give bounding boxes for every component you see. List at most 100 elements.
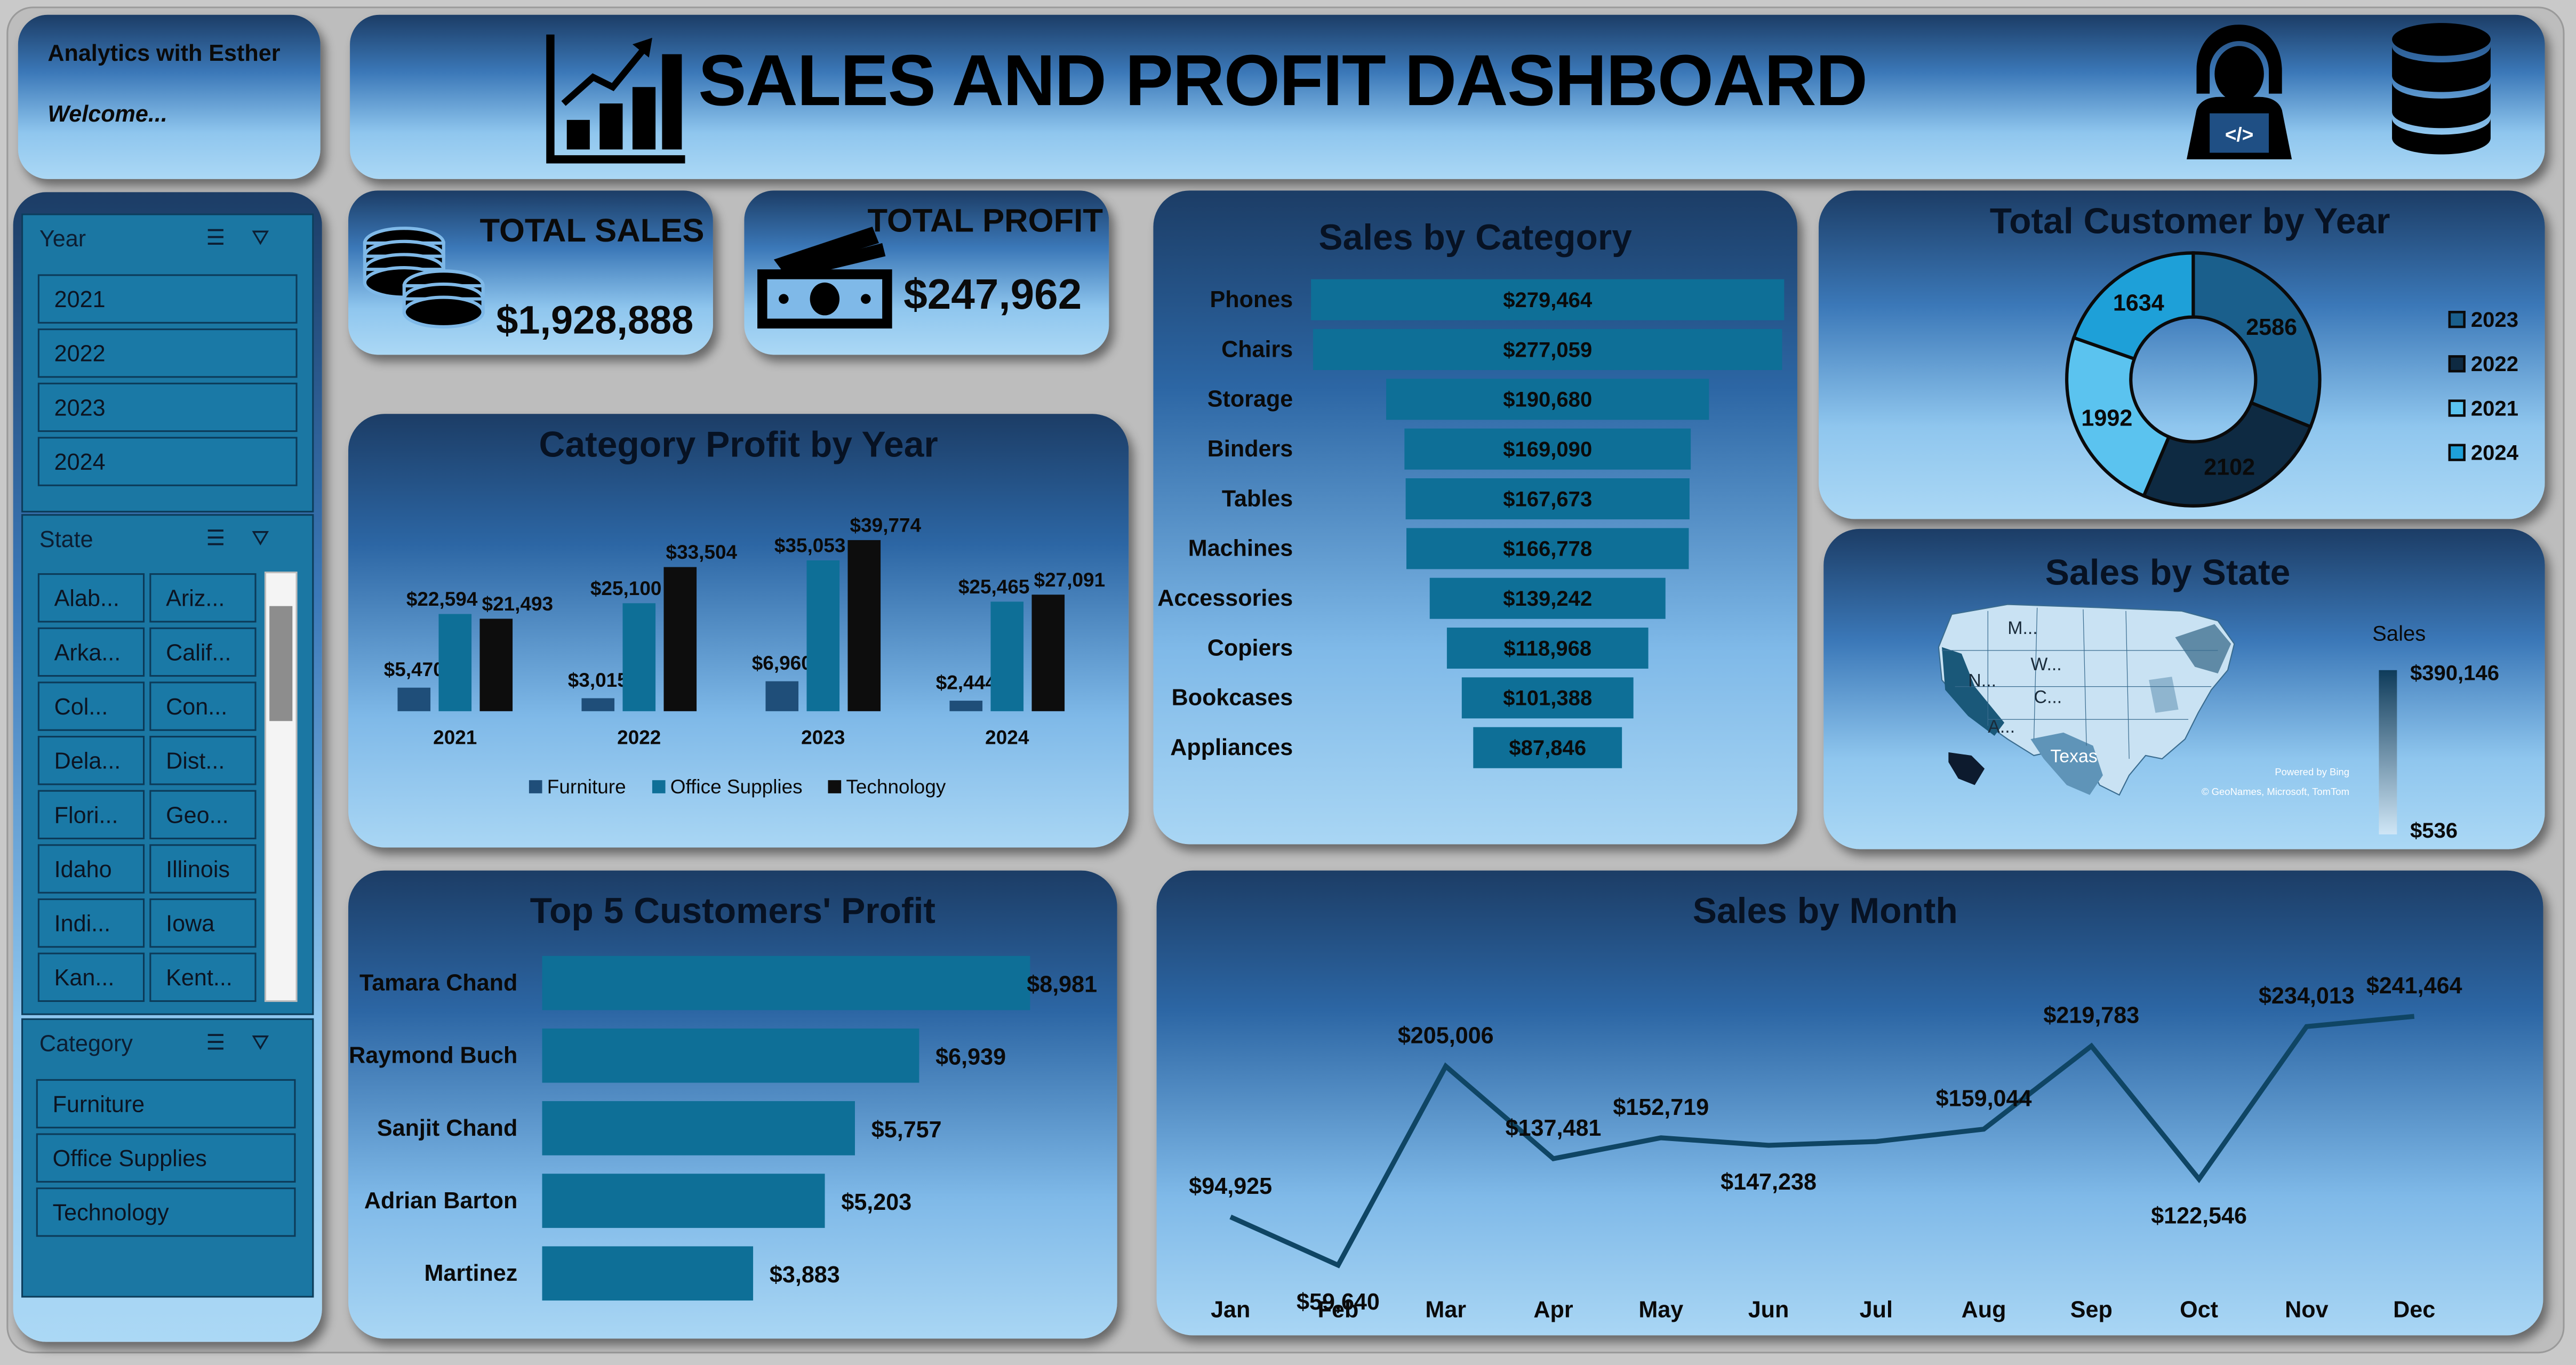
customer-bar xyxy=(542,1246,754,1301)
data-label: $27,091 xyxy=(1034,569,1106,591)
x-tick-label: 2024 xyxy=(985,726,1029,748)
customer-name: Martinez xyxy=(424,1260,517,1286)
year-item-2024[interactable]: 2024 xyxy=(37,437,298,486)
data-label: $59,640 xyxy=(1297,1289,1380,1315)
year-slicer-actions: ☰⛛ xyxy=(206,225,295,251)
donut-slice xyxy=(2071,251,2195,361)
multiselect-icon[interactable]: ☰ xyxy=(206,525,252,550)
multiselect-icon[interactable]: ☰ xyxy=(206,225,252,250)
state-scrollbar[interactable] xyxy=(264,571,298,1002)
clear-filter-icon[interactable]: ⛛ xyxy=(251,1030,296,1055)
customer-bar xyxy=(542,1174,825,1228)
year-item-2021[interactable]: 2021 xyxy=(37,274,298,324)
category-item-technology[interactable]: Technology xyxy=(36,1187,296,1237)
legend-swatch xyxy=(2448,399,2466,417)
welcome-text: Welcome... xyxy=(47,100,167,127)
page-title: SALES AND PROFIT DASHBOARD xyxy=(698,41,1868,122)
state-item[interactable]: Arka... xyxy=(37,627,145,677)
data-label: $87,846 xyxy=(1509,736,1586,760)
data-label: $6,960 xyxy=(752,652,812,674)
month-label: Nov xyxy=(2285,1297,2328,1322)
state-item[interactable]: Iowa xyxy=(149,898,257,948)
state-item[interactable]: Con... xyxy=(149,681,257,731)
x-tick-label: 2021 xyxy=(433,726,477,748)
funnel-bar xyxy=(1446,628,1649,669)
us-map[interactable]: M... W... N... C... A... Texas Powered b… xyxy=(1823,529,2545,849)
category-label: Tables xyxy=(1222,486,1293,511)
state-item[interactable]: Dela... xyxy=(37,736,145,785)
clear-filter-icon[interactable]: ⛛ xyxy=(251,525,296,550)
x-tick-label: 2023 xyxy=(801,726,845,748)
state-item[interactable]: Indi... xyxy=(37,898,145,948)
month-label: Sep xyxy=(2070,1297,2113,1322)
month-label: Aug xyxy=(1962,1297,2006,1322)
bar-chart-growth-icon xyxy=(546,34,685,164)
year-item-2022[interactable]: 2022 xyxy=(37,328,298,378)
state-item[interactable]: Geo... xyxy=(149,790,257,840)
data-label: $219,783 xyxy=(2043,1003,2139,1029)
data-label: $8,981 xyxy=(1027,972,1097,998)
map-legend-title: Sales xyxy=(2372,621,2426,646)
legend-label: 2023 xyxy=(2471,308,2518,332)
customer-bar xyxy=(542,956,1030,1010)
data-label: $25,100 xyxy=(590,577,662,599)
data-label: $6,939 xyxy=(935,1045,1006,1070)
data-label: $5,757 xyxy=(871,1117,942,1143)
month-label: May xyxy=(1638,1297,1683,1322)
slice-label: 1634 xyxy=(2113,291,2164,316)
state-item[interactable]: Illinois xyxy=(149,844,257,894)
state-item[interactable]: Calif... xyxy=(149,627,257,677)
category-item-furniture[interactable]: Furniture xyxy=(36,1079,296,1129)
data-label: $25,465 xyxy=(958,576,1030,598)
legend-label: 2022 xyxy=(2471,352,2518,376)
state-slicer-actions: ☰⛛ xyxy=(206,526,295,552)
donut-slice xyxy=(2141,400,2313,508)
total-sales-label: TOTAL SALES xyxy=(479,213,705,250)
state-item[interactable]: Alab... xyxy=(37,573,145,623)
customer-by-year-chart: 2586 2102 1992 1634 2023 2022 2021 2024 xyxy=(2065,251,2519,508)
state-item[interactable]: Kan... xyxy=(37,952,145,1002)
map-legend-max: $390,146 xyxy=(2410,660,2500,685)
total-profit-card: TOTAL PROFIT $247,962 xyxy=(744,190,1109,355)
customer-bar xyxy=(542,1101,855,1155)
map-label-n: N... xyxy=(1968,671,1996,691)
year-item-2023[interactable]: 2023 xyxy=(37,382,298,432)
category-label: Chairs xyxy=(1221,336,1293,362)
category-label: Machines xyxy=(1188,536,1293,561)
brand-card: Analytics with Esther Welcome... xyxy=(18,14,321,179)
state-item[interactable]: Idaho xyxy=(37,844,145,894)
legend-swatch xyxy=(652,780,666,793)
donut-slice xyxy=(2065,335,2171,498)
map-label-texas: Texas xyxy=(2050,746,2098,766)
funnel-bar xyxy=(1386,379,1709,420)
category-label: Storage xyxy=(1207,387,1293,412)
data-label: $169,090 xyxy=(1503,438,1592,461)
category-item-office-supplies[interactable]: Office Supplies xyxy=(36,1133,296,1183)
year-slicer-title: Year xyxy=(39,225,86,252)
customer-by-year-title: Total Customer by Year xyxy=(1989,200,2390,242)
brand-name: Analytics with Esther xyxy=(47,39,281,66)
bar-office-supplies xyxy=(438,614,472,711)
category-label: Phones xyxy=(1210,287,1293,312)
legend-label: Furniture xyxy=(547,776,626,798)
state-item[interactable]: Col... xyxy=(37,681,145,731)
total-sales-value: $1,928,888 xyxy=(496,299,694,343)
state-item[interactable]: Ariz... xyxy=(149,573,257,623)
map-credit-geonames: © GeoNames, Microsoft, TomTom xyxy=(2202,786,2349,797)
legend-label: Technology xyxy=(846,776,946,798)
legend-swatch xyxy=(828,780,842,793)
category-label: Bookcases xyxy=(1172,685,1293,711)
state-item[interactable]: Kent... xyxy=(149,952,257,1002)
map-label-m: M... xyxy=(2007,618,2037,638)
state-scrollbar-thumb[interactable] xyxy=(269,606,293,721)
map-legend-gradient xyxy=(2379,670,2397,834)
month-label: Jun xyxy=(1748,1297,1789,1322)
state-item[interactable]: Flori... xyxy=(37,790,145,840)
data-label: $3,015 xyxy=(568,669,628,691)
clear-filter-icon[interactable]: ⛛ xyxy=(251,225,296,250)
map-label-c: C... xyxy=(2034,687,2062,707)
state-item[interactable]: Dist... xyxy=(149,736,257,785)
funnel-bar xyxy=(1405,478,1690,520)
data-label: $21,493 xyxy=(482,593,554,615)
multiselect-icon[interactable]: ☰ xyxy=(206,1030,252,1055)
